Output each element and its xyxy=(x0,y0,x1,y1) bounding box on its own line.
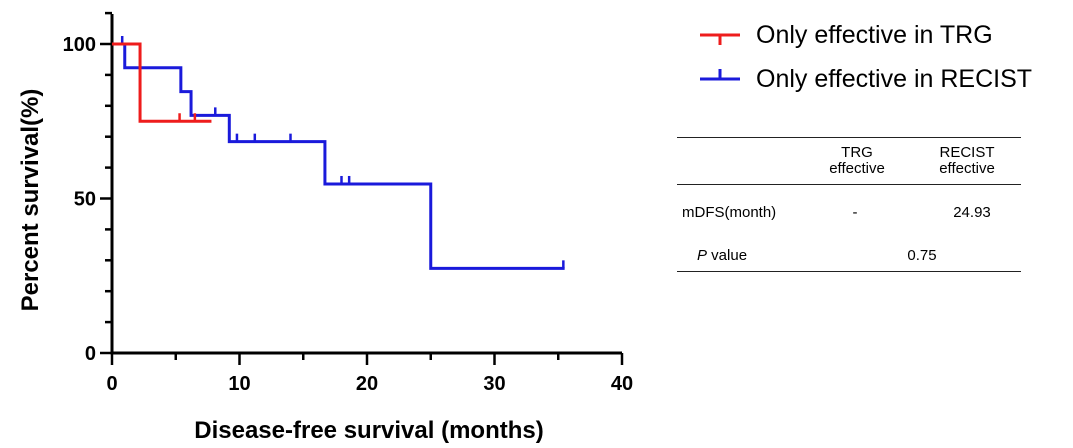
row-mdfs-trg: - xyxy=(852,204,858,221)
header-trg: TRG effective xyxy=(817,145,897,177)
header-recist: RECIST effective xyxy=(927,145,1007,177)
y-tick-label: 100 xyxy=(63,34,96,56)
row-pvalue-value: 0.75 xyxy=(907,247,937,264)
y-tick-label: 0 xyxy=(85,343,96,365)
x-tick-label: 30 xyxy=(483,373,505,395)
legend-label-trg: Only effective in TRG xyxy=(756,21,993,49)
legend-swatch-trg xyxy=(700,33,740,45)
x-tick-label: 10 xyxy=(228,373,250,395)
y-tick-label: 50 xyxy=(74,189,96,211)
y-axis-title: Percent survival(%) xyxy=(17,89,44,312)
x-tick-label: 20 xyxy=(356,373,378,395)
legend-swatch-recist xyxy=(700,69,740,81)
table-header-rule xyxy=(677,184,1021,185)
header-recist-line2: effective xyxy=(939,160,995,177)
header-trg-line2: effective xyxy=(829,160,885,177)
header-recist-line1: RECIST xyxy=(939,144,995,161)
x-tick-label: 40 xyxy=(611,373,633,395)
x-axis-title: Disease-free survival (months) xyxy=(194,417,543,444)
row-mdfs-label: mDFS(month) xyxy=(682,204,777,221)
legend-label-recist: Only effective in RECIST xyxy=(756,65,1033,93)
row-pvalue-label: P value xyxy=(697,248,747,264)
p-label-rest: value xyxy=(707,247,748,264)
table-bottom-rule xyxy=(677,271,1021,272)
header-trg-line1: TRG xyxy=(841,144,873,161)
x-tick-label: 0 xyxy=(106,373,117,395)
table-top-rule xyxy=(677,137,1021,138)
series-line-trg xyxy=(112,42,212,123)
p-italic: P xyxy=(697,247,708,264)
row-mdfs-recist: 24.93 xyxy=(953,204,991,221)
series-line-recist xyxy=(112,42,565,270)
